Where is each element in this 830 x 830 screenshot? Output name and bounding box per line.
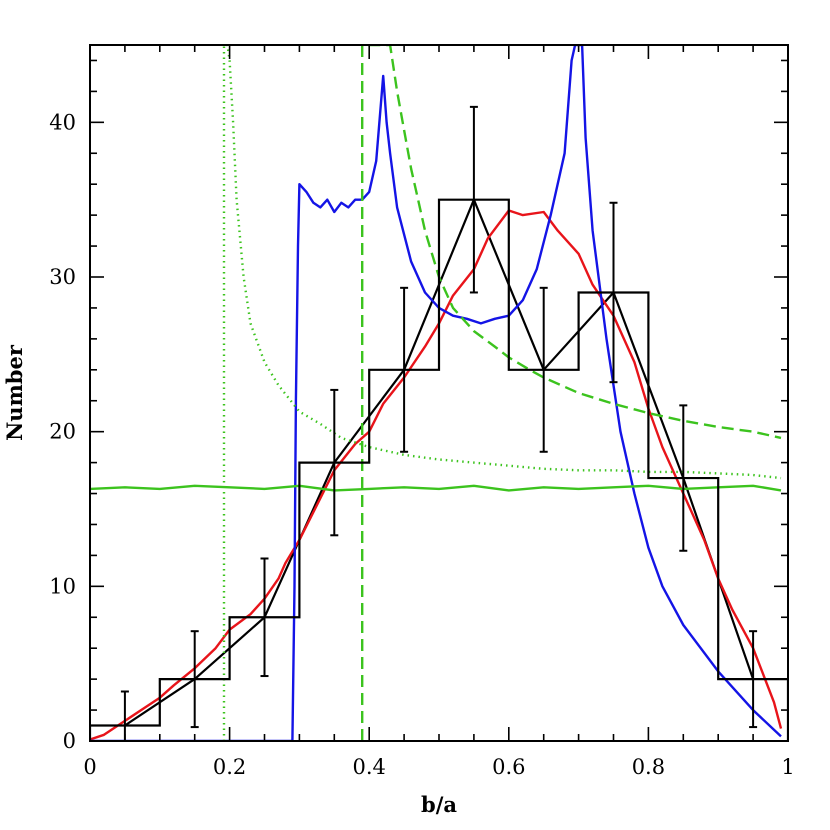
x-axis-title: b/a <box>421 792 457 817</box>
error-bar-1 <box>190 630 199 729</box>
series-line-3 <box>90 484 782 492</box>
error-bar-9 <box>749 630 758 729</box>
error-bar-6 <box>539 286 548 453</box>
y-axis-title: Number <box>2 344 27 441</box>
error-bar-7 <box>609 201 618 384</box>
y-tick-label: 20 <box>49 420 76 444</box>
x-tick-label: 1 <box>781 755 794 779</box>
series-line-1 <box>90 209 783 741</box>
y-tick-label: 10 <box>49 574 76 598</box>
plot-area <box>90 45 788 741</box>
y-tick-label: 40 <box>49 110 76 134</box>
x-tick-label: 0.8 <box>632 755 665 779</box>
x-tick-label: 0 <box>83 755 96 779</box>
x-tick-label: 0.6 <box>492 755 525 779</box>
series-line-2 <box>90 45 782 741</box>
series-line-4 <box>222 45 782 741</box>
error-bar-0 <box>120 690 129 741</box>
error-bar-5 <box>469 105 478 294</box>
error-bar-4 <box>400 286 409 453</box>
y-tick-label: 0 <box>63 729 76 753</box>
x-tick-label: 0.2 <box>213 755 246 779</box>
y-tick-label: 30 <box>49 265 76 289</box>
error-bar-2 <box>260 557 269 678</box>
error-bar-3 <box>330 388 339 537</box>
x-tick-label: 0.4 <box>352 755 385 779</box>
error-bar-8 <box>679 404 688 552</box>
